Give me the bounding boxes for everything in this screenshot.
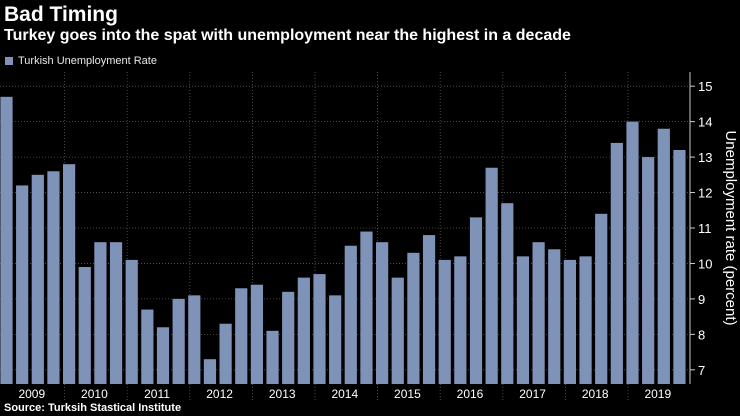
bar — [657, 128, 670, 384]
bar — [610, 142, 623, 384]
x-tick-label: 2014 — [331, 387, 358, 401]
bar — [548, 249, 561, 384]
bar — [595, 213, 608, 384]
y-tick-label: 15 — [698, 79, 712, 94]
y-tick-label: 7 — [698, 363, 705, 378]
bar — [438, 259, 451, 384]
x-tick-label: 2016 — [457, 387, 484, 401]
bar — [344, 245, 357, 384]
bar — [532, 242, 545, 384]
bar — [78, 267, 91, 384]
bar — [313, 274, 326, 384]
bar — [16, 185, 29, 384]
legend-label: Turkish Unemployment Rate — [18, 55, 157, 67]
bar — [0, 96, 13, 385]
bar — [109, 242, 123, 384]
bar — [360, 231, 373, 384]
chart-title: Bad Timing — [4, 3, 118, 26]
y-tick-label: 11 — [698, 221, 712, 236]
y-tick-label: 9 — [698, 292, 705, 307]
bar — [125, 259, 138, 384]
bar — [31, 174, 44, 384]
bar — [156, 327, 170, 384]
y-tick-label: 12 — [698, 186, 712, 201]
x-tick-label: 2009 — [18, 387, 45, 401]
bar — [422, 235, 436, 384]
bar — [329, 295, 342, 384]
bar — [219, 323, 232, 384]
bar — [141, 309, 154, 384]
bar — [501, 203, 514, 384]
bar — [188, 295, 201, 384]
y-tick-label: 10 — [698, 256, 712, 271]
x-tick-label: 2012 — [206, 387, 233, 401]
bar — [563, 259, 576, 384]
bar — [172, 298, 185, 384]
source-note: Source: Turksih Stastical Institute — [4, 402, 182, 414]
bar — [250, 284, 263, 384]
bar — [454, 256, 467, 384]
bar — [485, 167, 498, 384]
bar — [469, 217, 483, 384]
y-tick-label: 14 — [698, 115, 712, 130]
y-tick-label: 13 — [698, 150, 712, 165]
legend: Turkish Unemployment Rate — [5, 55, 157, 67]
bar — [203, 359, 217, 384]
x-tick-label: 2010 — [81, 387, 108, 401]
bar — [282, 291, 295, 384]
bar — [579, 256, 592, 384]
bar — [407, 252, 420, 384]
bar — [63, 164, 76, 384]
x-tick-label: 2013 — [269, 387, 296, 401]
bar — [391, 277, 404, 384]
x-tick-label: 2017 — [519, 387, 546, 401]
bar — [376, 242, 389, 384]
axis-layer: 7 8 9 10 11 12 13 14 15 2009 2010 2011 2012 2013 2014 2… — [18, 72, 739, 401]
y-axis-title: Unemployment rate (percent) — [722, 130, 739, 325]
x-tick-label: 2019 — [644, 387, 671, 401]
bar — [516, 256, 530, 384]
bar — [235, 288, 248, 384]
bar — [673, 150, 686, 384]
y-tick-label: 8 — [698, 327, 705, 342]
bar — [266, 330, 279, 384]
bars-layer — [0, 96, 686, 385]
x-tick-label: 2015 — [394, 387, 421, 401]
x-tick-label: 2011 — [144, 387, 170, 401]
legend-swatch — [5, 57, 13, 65]
bar — [626, 121, 639, 385]
bar — [47, 171, 60, 384]
x-tick-label: 2018 — [582, 387, 609, 401]
bar — [642, 157, 655, 384]
bar — [94, 242, 107, 384]
bar — [297, 277, 310, 384]
chart-subtitle: Turkey goes into the spat with unemploym… — [4, 27, 571, 44]
